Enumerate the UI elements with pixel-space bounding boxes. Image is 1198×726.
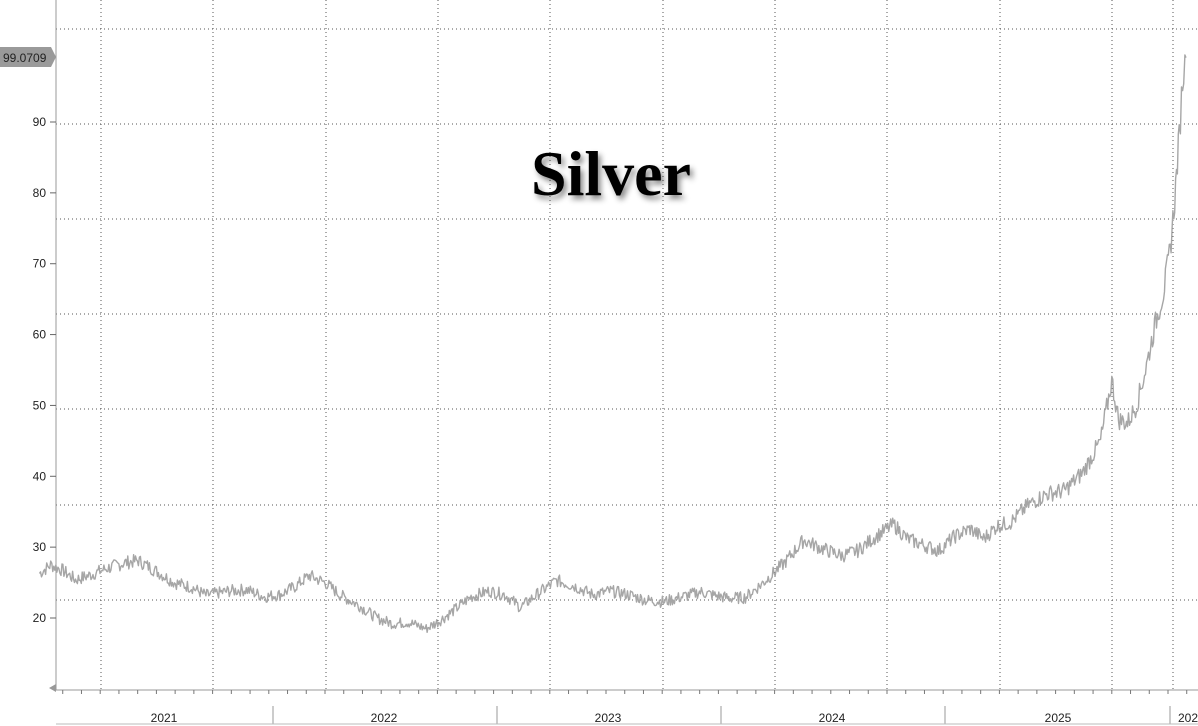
y-tick-label: 60 [33,328,47,342]
chart-title: Silver [531,138,691,209]
y-axis-ticks: 20 30 40 50 60 70 80 90 [33,115,56,692]
year-label: 2021 [151,711,178,725]
horizontal-gridlines [56,29,1198,600]
axis-arrow-icon [49,684,56,692]
year-label: 202 [1178,711,1198,725]
last-value-label: 99.0709 [3,51,47,65]
y-tick-label: 30 [33,540,47,554]
year-label: 2025 [1045,711,1072,725]
year-label: 2024 [819,711,846,725]
y-tick-label: 80 [33,186,47,200]
last-value-badge: 99.0709 [0,47,56,67]
x-axis-ticks [56,690,1198,724]
y-tick-label: 50 [33,398,47,412]
y-tick-label: 90 [33,115,47,129]
year-label: 2022 [371,711,398,725]
x-axis-year-labels: 2021 2022 2023 2024 2025 202 [151,711,1198,725]
year-label: 2023 [595,711,622,725]
y-tick-label: 20 [33,611,47,625]
vertical-gridlines [101,0,1173,690]
y-tick-label: 70 [33,257,47,271]
y-tick-label: 40 [33,469,47,483]
